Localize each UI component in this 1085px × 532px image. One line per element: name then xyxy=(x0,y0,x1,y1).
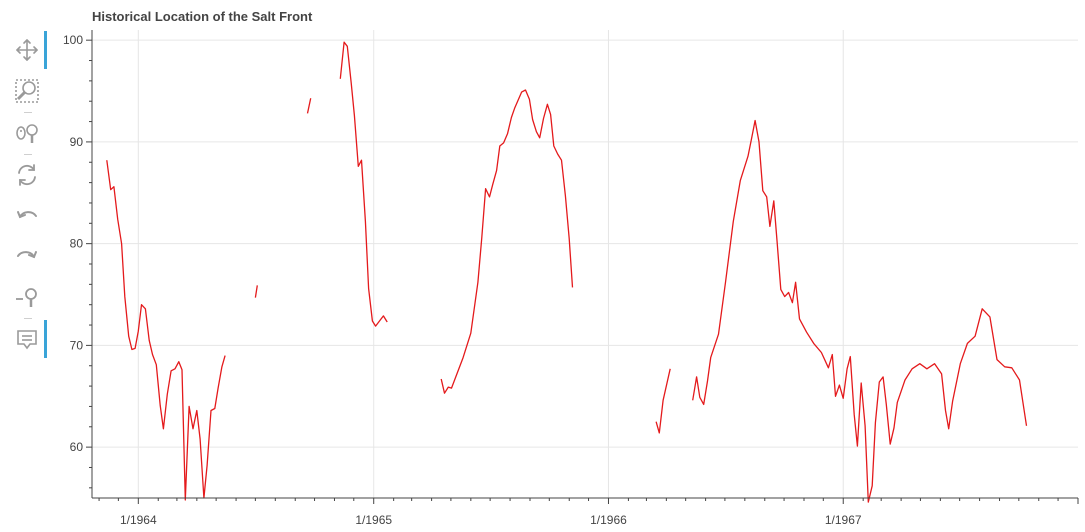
y-tick-label: 90 xyxy=(70,135,84,149)
toolbar-separator xyxy=(24,154,32,155)
chart-toolbar xyxy=(8,30,52,370)
grid xyxy=(92,30,1078,498)
hover-active-indicator xyxy=(44,320,47,358)
redo-icon[interactable] xyxy=(12,242,42,272)
y-tick-label: 70 xyxy=(70,338,84,352)
axes: 60 70 80 90 100 1/1964 1/1965 1/1966 1/1967 xyxy=(63,30,1079,527)
series-line-segment-4 xyxy=(440,89,574,394)
x-tick-label: 1/1967 xyxy=(825,513,862,527)
box-zoom-icon[interactable] xyxy=(12,76,42,106)
pan-icon[interactable] xyxy=(12,35,42,65)
hover-icon[interactable] xyxy=(12,324,42,354)
wheel-zoom-icon[interactable] xyxy=(12,118,42,148)
series-line-segment-3 xyxy=(339,41,388,327)
undo-icon[interactable] xyxy=(12,202,42,232)
toolbar-separator xyxy=(24,318,32,319)
series-line-segment-1 xyxy=(254,285,258,298)
y-tick-label: 80 xyxy=(70,237,84,251)
series-line-segment-5 xyxy=(655,368,671,434)
data-series xyxy=(106,41,1028,503)
x-tick-label: 1/1966 xyxy=(590,513,627,527)
toolbar-separator xyxy=(24,112,32,113)
chart-title: Historical Location of the Salt Front xyxy=(92,9,313,24)
series-line-segment-2 xyxy=(306,98,312,114)
x-tick-label: 1/1965 xyxy=(355,513,392,527)
y-tick-label: 100 xyxy=(63,33,83,47)
pan-active-indicator xyxy=(44,31,47,69)
zoom-out-icon[interactable] xyxy=(12,282,42,312)
x-tick-label: 1/1964 xyxy=(120,513,157,527)
y-tick-label: 60 xyxy=(70,440,84,454)
series-line-segment-0 xyxy=(106,160,226,501)
reset-icon[interactable] xyxy=(12,160,42,190)
series-line-segment-6 xyxy=(692,119,1028,503)
